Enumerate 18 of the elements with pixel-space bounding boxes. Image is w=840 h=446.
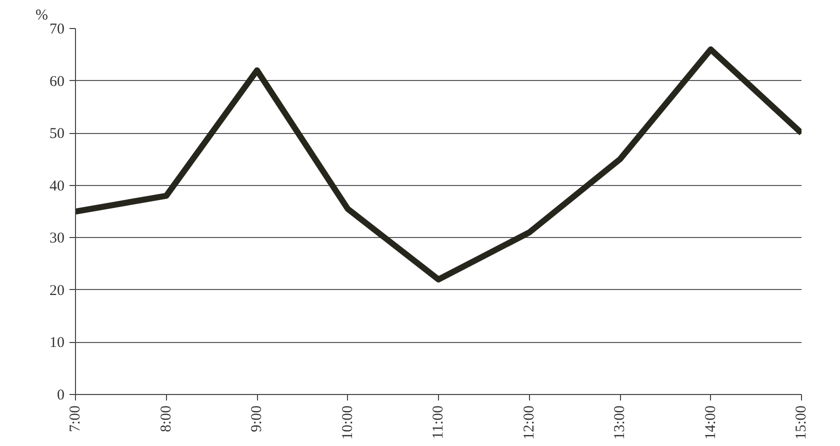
x-tick-label: 13:00 — [612, 405, 628, 440]
x-tick-label: 11:00 — [430, 405, 446, 440]
x-tick-label: 7:00 — [68, 405, 84, 432]
y-tick-label: 20 — [50, 282, 64, 299]
x-tick-label: 9:00 — [249, 405, 265, 432]
y-tick-label: 10 — [50, 335, 64, 352]
y-tick-label: 40 — [50, 178, 64, 194]
x-tick-label: 12:00 — [521, 405, 538, 440]
x-tick-label: 15:00 — [794, 405, 810, 440]
y-tick-label: 30 — [50, 230, 64, 247]
y-tick-label: 60 — [50, 74, 64, 90]
y-tick-label: 50 — [50, 126, 64, 142]
y-tick-label: 70 — [50, 22, 64, 38]
y-tick-label: 0 — [57, 388, 64, 404]
x-tick-label: 14:00 — [702, 405, 719, 440]
x-tick-label: 8:00 — [158, 405, 174, 432]
y-axis-title: % — [36, 8, 48, 24]
x-tick-label: 10:00 — [340, 405, 356, 440]
